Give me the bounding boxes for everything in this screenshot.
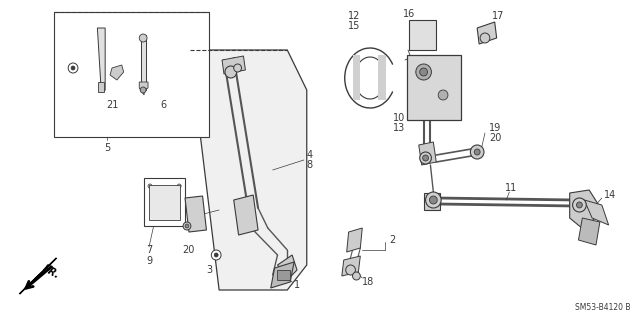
Text: 20: 20 — [489, 133, 501, 143]
Circle shape — [140, 87, 146, 93]
Circle shape — [470, 145, 484, 159]
Text: 20: 20 — [183, 245, 195, 255]
Polygon shape — [570, 190, 602, 230]
Polygon shape — [140, 82, 148, 95]
Polygon shape — [424, 193, 440, 210]
Text: 15: 15 — [348, 21, 360, 31]
Polygon shape — [141, 35, 146, 90]
Circle shape — [480, 33, 490, 43]
Text: 9: 9 — [146, 256, 152, 266]
Text: SM53-B4120 B: SM53-B4120 B — [575, 303, 630, 313]
Polygon shape — [477, 22, 497, 44]
Circle shape — [225, 66, 237, 78]
Polygon shape — [353, 55, 360, 100]
Text: 17: 17 — [492, 11, 504, 21]
Text: 13: 13 — [393, 123, 405, 133]
Polygon shape — [378, 55, 386, 100]
Text: 11: 11 — [505, 183, 517, 193]
Circle shape — [185, 224, 189, 228]
Polygon shape — [271, 262, 294, 288]
Text: 19: 19 — [489, 123, 501, 133]
Circle shape — [577, 202, 582, 208]
Circle shape — [420, 152, 431, 164]
Polygon shape — [110, 65, 124, 80]
Circle shape — [214, 253, 218, 257]
Circle shape — [183, 222, 191, 230]
Text: 14: 14 — [604, 190, 616, 200]
Text: 10: 10 — [393, 113, 405, 123]
Circle shape — [68, 63, 78, 73]
Bar — [409, 20, 436, 50]
Text: 3: 3 — [206, 265, 212, 275]
Text: 5: 5 — [104, 143, 110, 153]
Circle shape — [416, 64, 431, 80]
Polygon shape — [99, 82, 104, 92]
Circle shape — [429, 196, 437, 204]
Text: 16: 16 — [403, 9, 415, 19]
Circle shape — [177, 184, 181, 188]
Bar — [149, 185, 180, 220]
Circle shape — [438, 90, 448, 100]
Polygon shape — [419, 142, 436, 165]
Circle shape — [422, 155, 429, 161]
Bar — [54, 12, 209, 137]
Circle shape — [426, 192, 441, 208]
Circle shape — [474, 149, 480, 155]
Circle shape — [211, 250, 221, 260]
Polygon shape — [222, 56, 245, 74]
Polygon shape — [584, 200, 609, 225]
Circle shape — [420, 68, 428, 76]
Bar — [144, 178, 185, 226]
Polygon shape — [579, 218, 600, 245]
Circle shape — [71, 66, 75, 70]
Polygon shape — [342, 256, 360, 276]
Text: FR.: FR. — [41, 263, 61, 281]
Polygon shape — [185, 196, 207, 232]
Circle shape — [573, 198, 586, 212]
Text: 18: 18 — [362, 277, 374, 287]
Polygon shape — [19, 258, 56, 294]
Text: 6: 6 — [161, 100, 166, 110]
Text: 4: 4 — [307, 150, 313, 160]
Circle shape — [148, 184, 152, 188]
Circle shape — [234, 64, 241, 72]
Circle shape — [140, 34, 147, 42]
Polygon shape — [278, 255, 297, 280]
Text: 2: 2 — [390, 235, 396, 245]
Polygon shape — [97, 28, 105, 92]
Polygon shape — [347, 228, 362, 252]
Circle shape — [353, 272, 360, 280]
Polygon shape — [234, 195, 258, 235]
Circle shape — [346, 265, 355, 275]
Text: 21: 21 — [106, 100, 118, 110]
Bar — [276, 270, 290, 280]
Text: 12: 12 — [348, 11, 360, 21]
Bar — [407, 55, 461, 120]
Text: 7: 7 — [146, 245, 152, 255]
Text: 8: 8 — [307, 160, 313, 170]
Polygon shape — [190, 50, 307, 290]
Text: 1: 1 — [294, 280, 300, 290]
